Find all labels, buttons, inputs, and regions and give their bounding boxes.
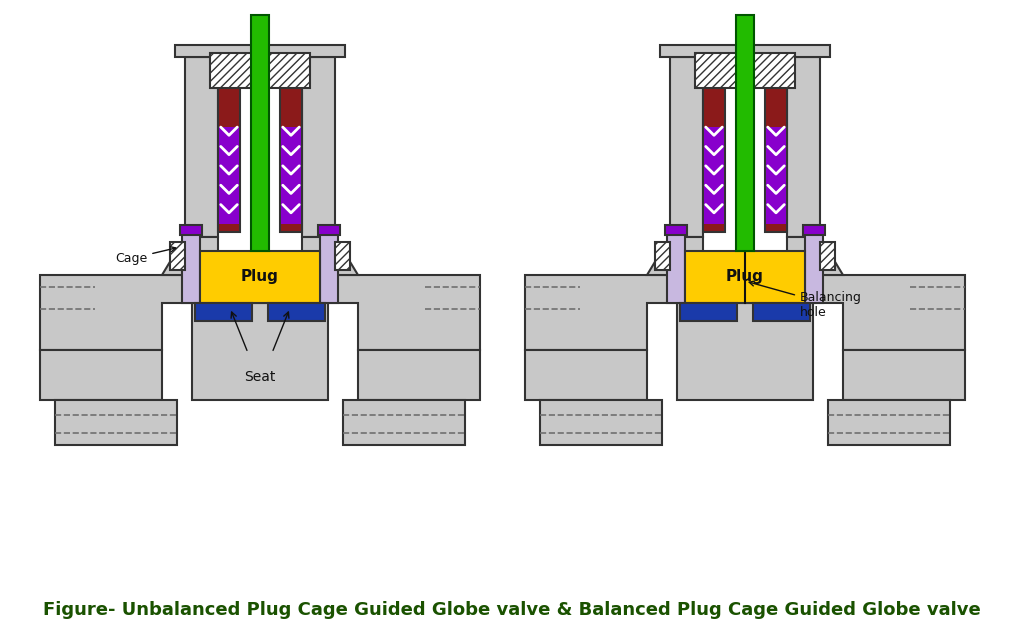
Polygon shape [680,303,737,321]
Polygon shape [302,237,335,275]
Polygon shape [200,251,319,303]
Polygon shape [358,350,480,400]
Polygon shape [195,303,252,321]
Polygon shape [175,45,345,57]
Polygon shape [695,53,739,88]
Polygon shape [180,225,202,235]
Polygon shape [185,237,218,275]
Polygon shape [670,237,677,275]
Polygon shape [328,237,358,275]
Polygon shape [705,127,724,224]
Polygon shape [765,62,787,232]
Text: Cage: Cage [115,247,176,265]
Polygon shape [40,275,193,350]
Text: Figure- Unbalanced Plug Cage Guided Globe valve & Balanced Plug Cage Guided Glob: Figure- Unbalanced Plug Cage Guided Glob… [43,601,981,619]
Polygon shape [343,400,465,445]
Polygon shape [185,237,193,275]
Text: Balancing
hole: Balancing hole [750,281,862,319]
Polygon shape [766,127,786,224]
Polygon shape [655,242,670,270]
Polygon shape [525,275,677,350]
Polygon shape [193,303,328,400]
Polygon shape [219,127,239,224]
Polygon shape [813,237,843,275]
Polygon shape [660,45,830,57]
Polygon shape [703,62,725,232]
Polygon shape [40,350,162,400]
Polygon shape [813,275,965,350]
Polygon shape [328,237,335,275]
Polygon shape [670,57,703,237]
Polygon shape [281,127,301,224]
Polygon shape [805,227,823,303]
Polygon shape [667,227,685,303]
Polygon shape [685,251,805,303]
Polygon shape [185,57,218,237]
Polygon shape [787,237,820,275]
Polygon shape [647,237,677,275]
Polygon shape [251,15,269,251]
Polygon shape [813,237,820,275]
Polygon shape [843,350,965,400]
Polygon shape [670,237,703,275]
Polygon shape [328,275,480,350]
Polygon shape [828,400,950,445]
Polygon shape [665,225,687,235]
Polygon shape [677,303,813,400]
Polygon shape [182,227,200,303]
Polygon shape [787,57,820,237]
Polygon shape [302,57,335,237]
Polygon shape [280,62,302,232]
Polygon shape [803,225,825,235]
Polygon shape [736,15,754,251]
Polygon shape [210,53,254,88]
Polygon shape [268,303,325,321]
Polygon shape [266,53,310,88]
Polygon shape [335,242,350,270]
Text: Plug: Plug [241,269,279,284]
Polygon shape [751,53,795,88]
Text: Seat: Seat [245,370,275,384]
Polygon shape [55,400,177,445]
Text: Plug: Plug [726,269,764,284]
Polygon shape [319,227,338,303]
Polygon shape [525,350,647,400]
Polygon shape [218,62,240,232]
Polygon shape [162,237,193,275]
Polygon shape [318,225,340,235]
Polygon shape [170,242,185,270]
Polygon shape [753,303,810,321]
Polygon shape [540,400,662,445]
Polygon shape [820,242,835,270]
